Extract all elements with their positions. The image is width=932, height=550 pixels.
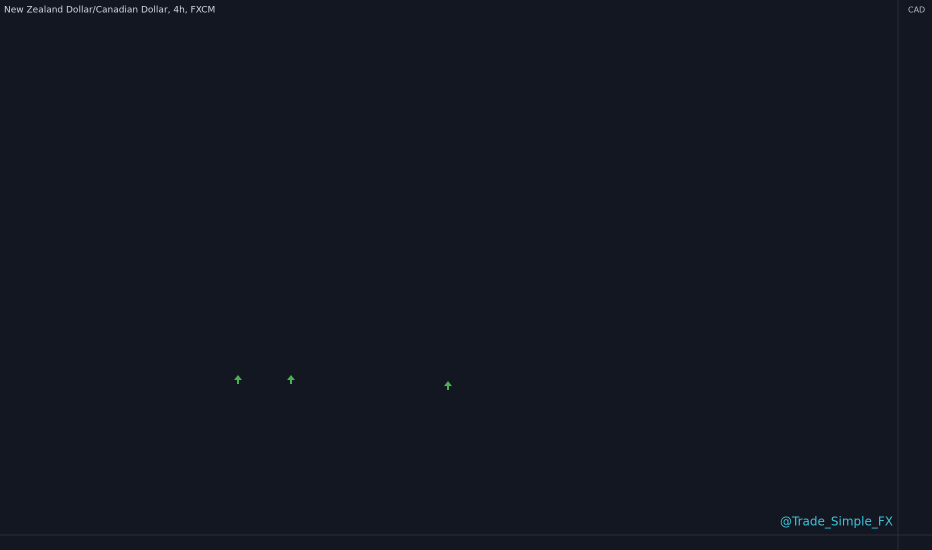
arrow xyxy=(444,381,452,390)
arrows xyxy=(234,375,452,390)
chart-title: New Zealand Dollar/Canadian Dollar, 4h, … xyxy=(4,6,215,16)
arrow xyxy=(234,375,242,384)
watermark: @Trade_Simple_FX xyxy=(780,515,893,529)
currency: CAD xyxy=(908,6,925,15)
arrow xyxy=(287,375,295,384)
